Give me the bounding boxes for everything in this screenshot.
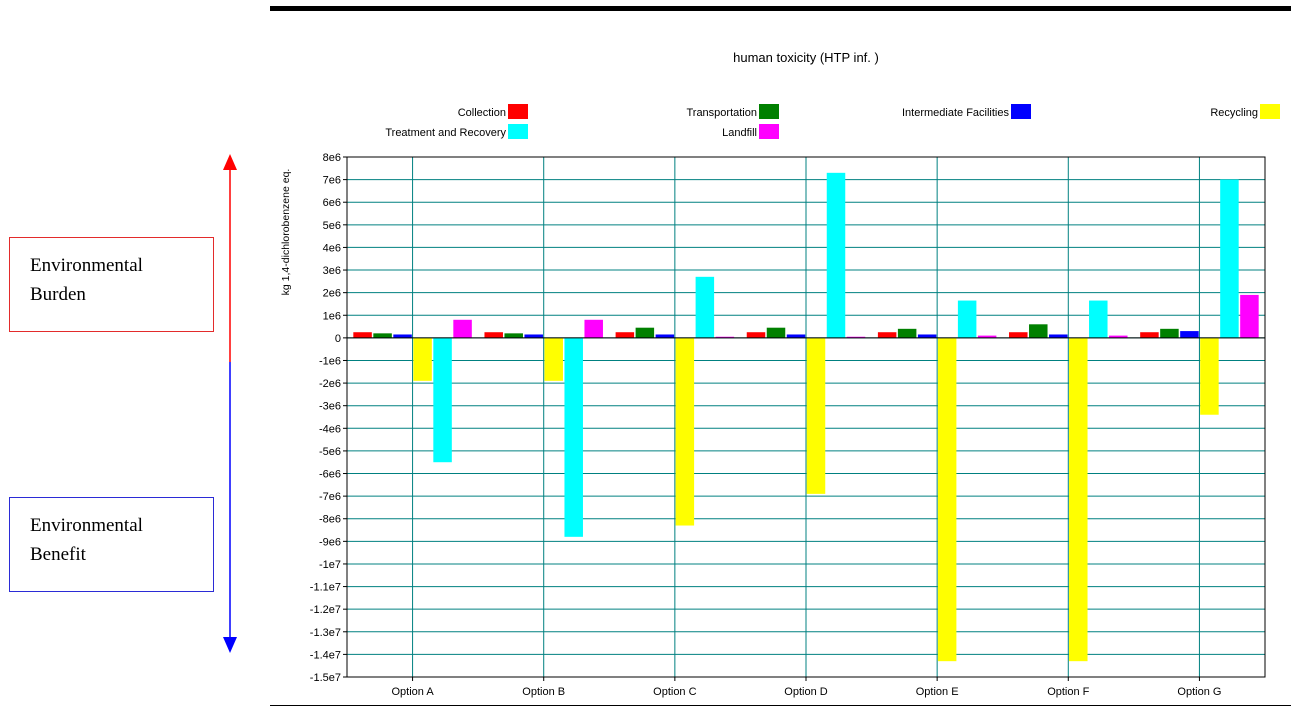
benefit-line-1: Environmental [30, 515, 143, 536]
bar [373, 333, 392, 338]
x-tick-label: Option G [1177, 686, 1221, 698]
legend-swatch [508, 104, 528, 119]
y-tick-label: -6e6 [319, 469, 341, 481]
y-axis-label: kg 1,4-dichlorobenzene eq. [280, 169, 292, 296]
bar [917, 334, 937, 338]
y-tick-label: -1.4e7 [310, 649, 341, 661]
bar [584, 319, 603, 338]
bar [937, 337, 957, 662]
bar [877, 332, 897, 338]
x-tick-label: Option E [916, 686, 959, 698]
y-tick-label: -8e6 [319, 514, 341, 526]
bar [1180, 331, 1199, 338]
y-tick-label: 7e6 [323, 175, 341, 187]
y-tick-label: 0 [335, 333, 341, 345]
bar [1049, 334, 1068, 338]
bar [635, 327, 655, 338]
bar [1220, 179, 1239, 338]
y-tick-label: -7e6 [319, 491, 341, 503]
burden-line-2: Burden [30, 284, 86, 305]
bar [655, 334, 675, 338]
top-rule [270, 6, 1291, 11]
y-tick-label: 3e6 [323, 265, 341, 277]
bar [1160, 328, 1179, 338]
legend-swatch [1011, 104, 1031, 119]
bar [433, 337, 452, 463]
bar [1140, 332, 1159, 338]
bar [1029, 324, 1048, 338]
bar [1069, 337, 1088, 662]
bar [897, 328, 917, 338]
bar [1240, 294, 1259, 338]
bar [826, 172, 846, 338]
bar [846, 336, 866, 338]
legend-label: Landfill [722, 127, 757, 139]
legend-label: Treatment and Recovery [385, 127, 506, 139]
bar [353, 332, 372, 338]
x-tick-label: Option A [391, 686, 434, 698]
x-tick-label: Option B [522, 686, 565, 698]
bar [453, 319, 472, 338]
bar [564, 337, 583, 537]
y-tick-label: -9e6 [319, 536, 341, 548]
x-tick-label: Option F [1047, 686, 1089, 698]
environmental-benefit-box: Environmental Benefit [9, 497, 214, 592]
bar [484, 332, 503, 338]
environmental-burden-box: Environmental Burden [9, 237, 214, 332]
chart-title: human toxicity (HTP inf. ) [733, 50, 879, 65]
y-tick-label: -4e6 [319, 423, 341, 435]
y-tick-label: 2e6 [323, 288, 341, 300]
legend-label: Intermediate Facilities [902, 107, 1009, 119]
burden-arrow-head [223, 154, 237, 170]
benefit-line-2: Benefit [30, 544, 86, 565]
y-tick-label: -1.2e7 [310, 604, 341, 616]
bar [766, 327, 786, 338]
legend-label: Transportation [686, 107, 757, 119]
bar [1009, 332, 1028, 338]
bar [695, 276, 715, 338]
y-tick-label: -5e6 [319, 446, 341, 458]
bar [746, 332, 766, 338]
y-tick-label: 4e6 [323, 242, 341, 254]
legend-label: Recycling [1210, 107, 1258, 119]
legend-label: Collection [458, 107, 506, 119]
bar [1109, 335, 1128, 338]
y-tick-label: -3e6 [319, 401, 341, 413]
bar [806, 337, 826, 494]
bar [413, 337, 432, 381]
y-tick-label: -1e7 [319, 559, 341, 571]
y-tick-label: -1.3e7 [310, 627, 341, 639]
legend-swatch [1260, 104, 1280, 119]
bar [977, 335, 997, 338]
bar [615, 332, 635, 338]
legend-swatch [759, 104, 779, 119]
y-tick-label: 6e6 [323, 197, 341, 209]
y-tick-label: 8e6 [323, 152, 341, 164]
bottom-rule [270, 705, 1291, 706]
bar [504, 333, 523, 338]
burden-line-1: Environmental [30, 255, 143, 276]
plot-border [346, 156, 1266, 678]
bar [957, 300, 977, 338]
y-tick-label: 1e6 [323, 310, 341, 322]
y-tick-label: -2e6 [319, 378, 341, 390]
bar [1089, 300, 1108, 338]
bar [544, 337, 563, 381]
x-tick-label: Option D [784, 686, 827, 698]
y-tick-label: -1.5e7 [310, 672, 341, 684]
y-tick-label: 5e6 [323, 220, 341, 232]
y-tick-label: -1.1e7 [310, 582, 341, 594]
bar [524, 334, 543, 338]
bar [1200, 337, 1219, 415]
benefit-arrow-head [223, 637, 237, 653]
bar [715, 336, 735, 338]
bar [786, 334, 806, 338]
legend-swatch [759, 124, 779, 139]
y-tick-label: -1e6 [319, 355, 341, 367]
legend-swatch [508, 124, 528, 139]
bar [675, 337, 695, 526]
x-tick-label: Option C [653, 686, 696, 698]
bar [393, 334, 412, 338]
